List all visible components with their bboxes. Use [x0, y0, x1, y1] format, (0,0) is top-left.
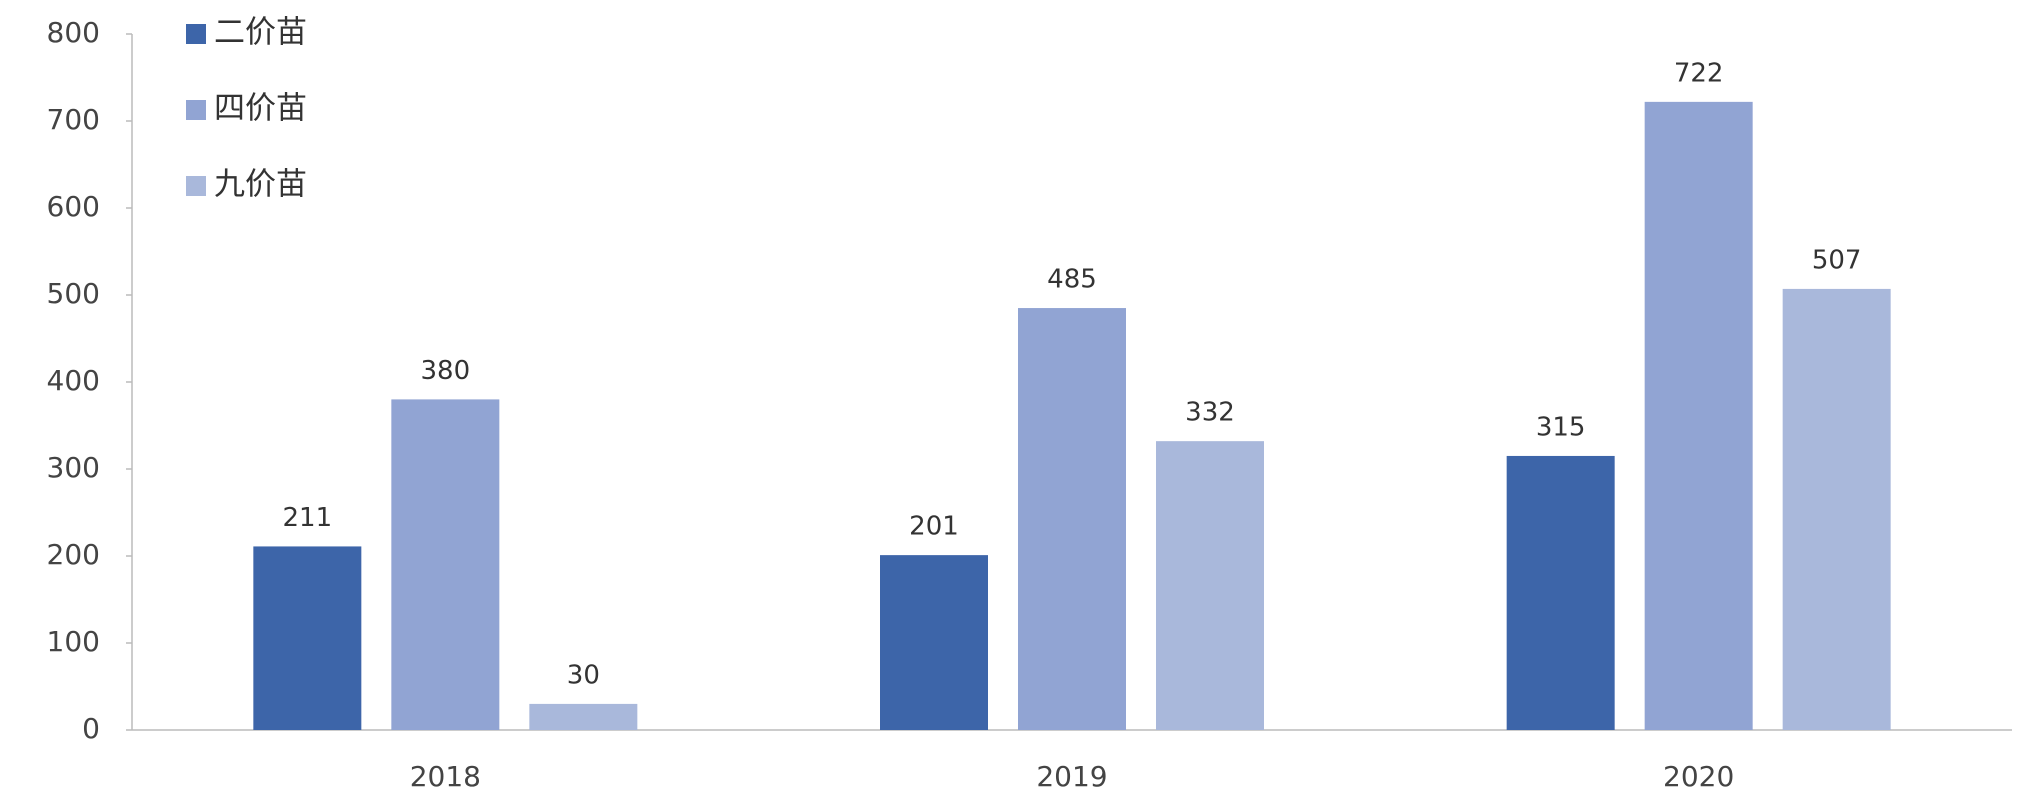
- legend-label: 二价苗: [214, 15, 307, 51]
- legend-label: 四价苗: [214, 91, 307, 127]
- legend-swatch: [186, 24, 206, 44]
- x-tick-label: 2019: [1036, 760, 1107, 793]
- y-tick-label: 700: [47, 103, 100, 136]
- bar: [253, 546, 362, 730]
- legend-label: 九价苗: [214, 167, 307, 203]
- y-tick-label: 600: [47, 190, 100, 223]
- y-tick-label: 800: [47, 16, 100, 49]
- x-tick-label: 2020: [1663, 760, 1734, 793]
- bar: [1156, 441, 1264, 730]
- data-label: 211: [283, 503, 333, 533]
- data-label: 507: [1812, 245, 1862, 275]
- y-tick-label: 0: [82, 712, 100, 745]
- data-label: 201: [909, 512, 959, 542]
- data-label: 722: [1674, 58, 1724, 88]
- bar: [529, 703, 638, 730]
- data-label: 332: [1185, 398, 1235, 428]
- bar: [880, 555, 988, 730]
- y-tick-label: 200: [47, 538, 100, 571]
- data-label: 485: [1047, 265, 1097, 295]
- bar: [1506, 455, 1615, 730]
- data-label: 30: [567, 660, 600, 690]
- bar: [391, 399, 500, 730]
- y-tick-label: 500: [47, 277, 100, 310]
- bar: [1644, 101, 1753, 731]
- y-tick-label: 300: [47, 451, 100, 484]
- bar: [1782, 288, 1891, 730]
- legend-swatch: [186, 100, 206, 120]
- data-label: 315: [1536, 412, 1586, 442]
- y-tick-label: 400: [47, 364, 100, 397]
- legend-swatch: [186, 176, 206, 196]
- data-label: 380: [421, 356, 471, 386]
- x-tick-label: 2018: [410, 760, 481, 793]
- y-tick-label: 100: [47, 625, 100, 658]
- bar: [1018, 308, 1126, 730]
